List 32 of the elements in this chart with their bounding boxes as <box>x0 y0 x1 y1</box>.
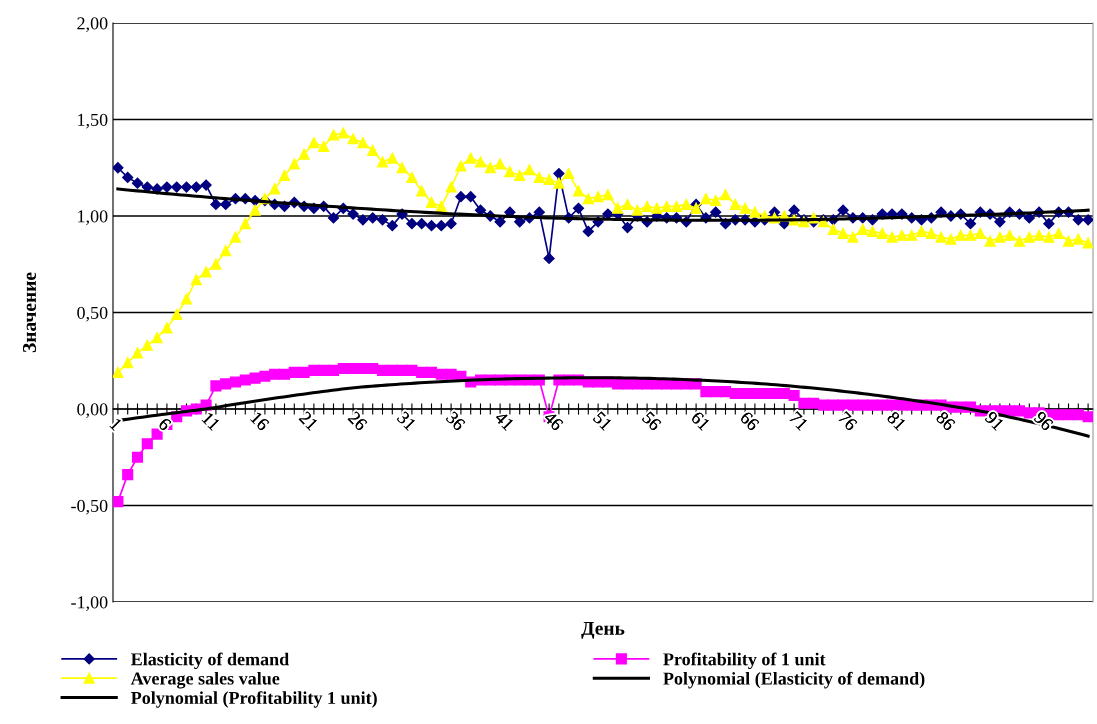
y-tick-label: 1,00 <box>78 210 108 226</box>
y-tick-label: -1,00 <box>71 596 108 612</box>
x-tick-label: 91 <box>984 410 1005 431</box>
legend-label: Polynomial (Profitability 1 unit) <box>131 691 377 708</box>
x-tick-label: 6 <box>157 417 172 432</box>
x-tick-label: 36 <box>445 410 466 432</box>
legend-label: Average sales value <box>130 671 280 689</box>
x-tick-label: 81 <box>886 410 907 431</box>
legend-label: Polynomial (Elasticity of demand) <box>663 671 925 689</box>
legend-label: Elasticity of demand <box>131 652 289 670</box>
y-tick-label: -0,50 <box>71 499 108 515</box>
y-tick-label: 1,50 <box>78 113 108 129</box>
y-tick-label: 2,00 <box>77 17 108 33</box>
legend-label: Profitability of 1 unit <box>663 652 826 670</box>
x-tick-label: 41 <box>494 410 515 431</box>
x-tick-label: 21 <box>298 410 319 431</box>
y-tick-label: 0,50 <box>77 306 108 322</box>
x-axis-title: День <box>581 621 625 639</box>
x-tick-label: 11 <box>201 411 221 431</box>
y-tick-label: 0,00 <box>77 403 108 419</box>
x-tick-label: 66 <box>739 410 760 432</box>
x-tick-label: 71 <box>788 411 809 431</box>
x-tick-label: 51 <box>592 411 613 431</box>
x-tick-label: 76 <box>837 411 858 432</box>
x-tick-label: 16 <box>250 411 270 432</box>
x-tick-label: 26 <box>347 410 368 432</box>
x-tick-label: 46 <box>543 410 564 432</box>
y-axis-title: Значение <box>22 272 37 353</box>
x-tick-label: 31 <box>396 410 417 431</box>
x-tick-label: 56 <box>641 411 662 432</box>
x-tick-label: 86 <box>935 410 956 432</box>
x-tick-label: 61 <box>690 410 711 431</box>
